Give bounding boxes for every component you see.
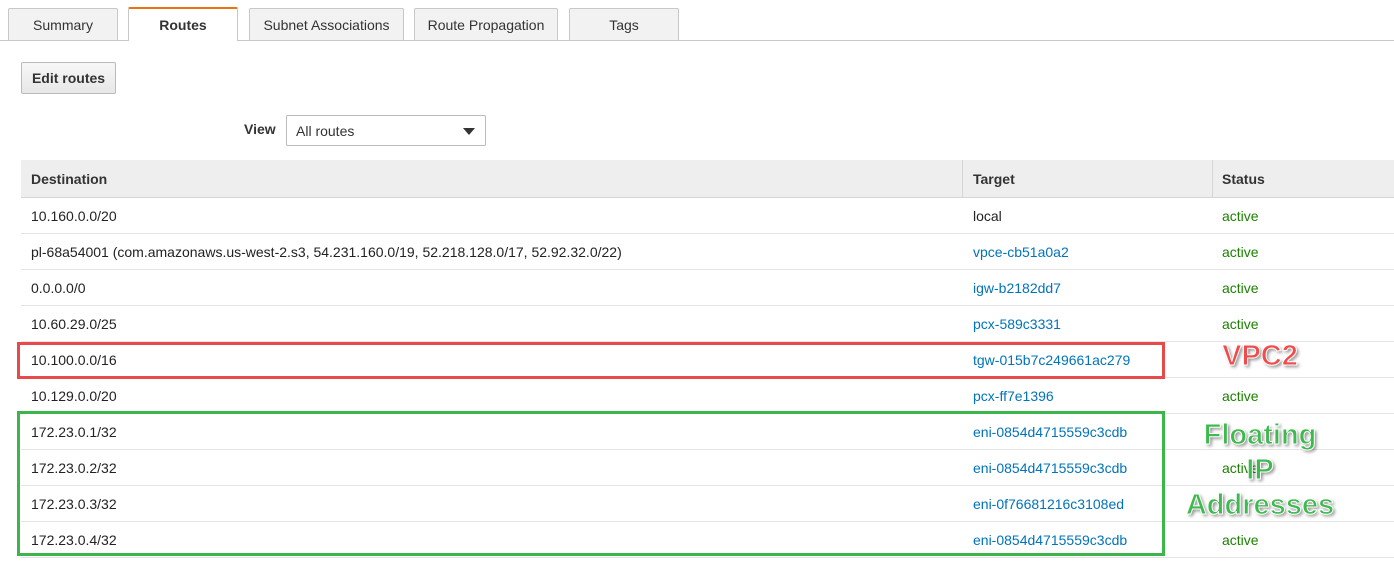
table-header: Destination Target Status bbox=[21, 160, 1394, 198]
view-label: View bbox=[244, 121, 276, 137]
destination: 172.23.0.4/32 bbox=[31, 532, 117, 548]
status: active bbox=[1222, 388, 1259, 404]
status: active bbox=[1222, 460, 1259, 476]
table-row: 172.23.0.1/32 eni-0854d4715559c3cdb bbox=[21, 414, 1394, 450]
view-select[interactable]: All routes bbox=[286, 115, 486, 146]
table-row: 10.60.29.0/25 pcx-589c3331 active bbox=[21, 306, 1394, 342]
status: active bbox=[1222, 208, 1259, 224]
table-row: pl-68a54001 (com.amazonaws.us-west-2.s3,… bbox=[21, 234, 1394, 270]
tab[interactable]: Tags bbox=[569, 8, 679, 40]
tab-divider bbox=[0, 40, 1394, 41]
highlight-box bbox=[17, 411, 1165, 556]
highlight-box bbox=[17, 342, 1165, 379]
table-row: 172.23.0.4/32 eni-0854d4715559c3cdb active bbox=[21, 522, 1394, 558]
table-row: 10.160.0.0/20 local active bbox=[21, 198, 1394, 234]
column-header[interactable]: Destination bbox=[31, 171, 108, 187]
tab[interactable]: Routes bbox=[128, 7, 238, 41]
target[interactable]: tgw-015b7c249661ac279 bbox=[973, 352, 1131, 368]
destination: 172.23.0.3/32 bbox=[31, 496, 117, 512]
tab[interactable]: Summary bbox=[8, 8, 118, 40]
table-row: 172.23.0.2/32 eni-0854d4715559c3cdb active bbox=[21, 450, 1394, 486]
target: local bbox=[973, 208, 1002, 224]
target[interactable]: eni-0854d4715559c3cdb bbox=[973, 460, 1128, 476]
target[interactable]: pcx-589c3331 bbox=[973, 316, 1061, 332]
target[interactable]: eni-0854d4715559c3cdb bbox=[973, 532, 1128, 548]
edit-routes-button[interactable]: Edit routes bbox=[21, 62, 116, 94]
table-row: 10.129.0.0/20 pcx-ff7e1396 active bbox=[21, 378, 1394, 414]
target[interactable]: pcx-ff7e1396 bbox=[973, 388, 1054, 404]
column-divider bbox=[1212, 160, 1213, 197]
destination: 172.23.0.1/32 bbox=[31, 424, 117, 440]
table-row: 0.0.0.0/0 igw-b2182dd7 active bbox=[21, 270, 1394, 306]
destination: 172.23.0.2/32 bbox=[31, 460, 117, 476]
tab[interactable]: Route Propagation bbox=[414, 8, 558, 40]
target[interactable]: eni-0f76681216c3108ed bbox=[973, 496, 1125, 512]
column-header[interactable]: Target bbox=[973, 171, 1015, 187]
annotation: VPC2 bbox=[1222, 340, 1299, 373]
destination: pl-68a54001 (com.amazonaws.us-west-2.s3,… bbox=[31, 244, 622, 260]
target[interactable]: vpce-cb51a0a2 bbox=[973, 244, 1069, 260]
destination: 10.60.29.0/25 bbox=[31, 316, 117, 332]
target[interactable]: eni-0854d4715559c3cdb bbox=[973, 424, 1128, 440]
column-divider bbox=[962, 160, 963, 197]
target[interactable]: igw-b2182dd7 bbox=[973, 280, 1061, 296]
destination: 0.0.0.0/0 bbox=[31, 280, 86, 296]
destination: 10.129.0.0/20 bbox=[31, 388, 117, 404]
status: active bbox=[1222, 532, 1259, 548]
annotation: IP bbox=[1246, 454, 1274, 487]
destination: 10.100.0.0/16 bbox=[31, 352, 117, 368]
tab[interactable]: Subnet Associations bbox=[249, 8, 404, 40]
annotation: Floating bbox=[1203, 419, 1317, 452]
status: active bbox=[1222, 244, 1259, 260]
column-header[interactable]: Status bbox=[1222, 171, 1265, 187]
table-row: 172.23.0.3/32 eni-0f76681216c3108ed bbox=[21, 486, 1394, 522]
status: active bbox=[1222, 316, 1259, 332]
destination: 10.160.0.0/20 bbox=[31, 208, 117, 224]
annotation: Addresses bbox=[1185, 489, 1335, 522]
status: active bbox=[1222, 280, 1259, 296]
